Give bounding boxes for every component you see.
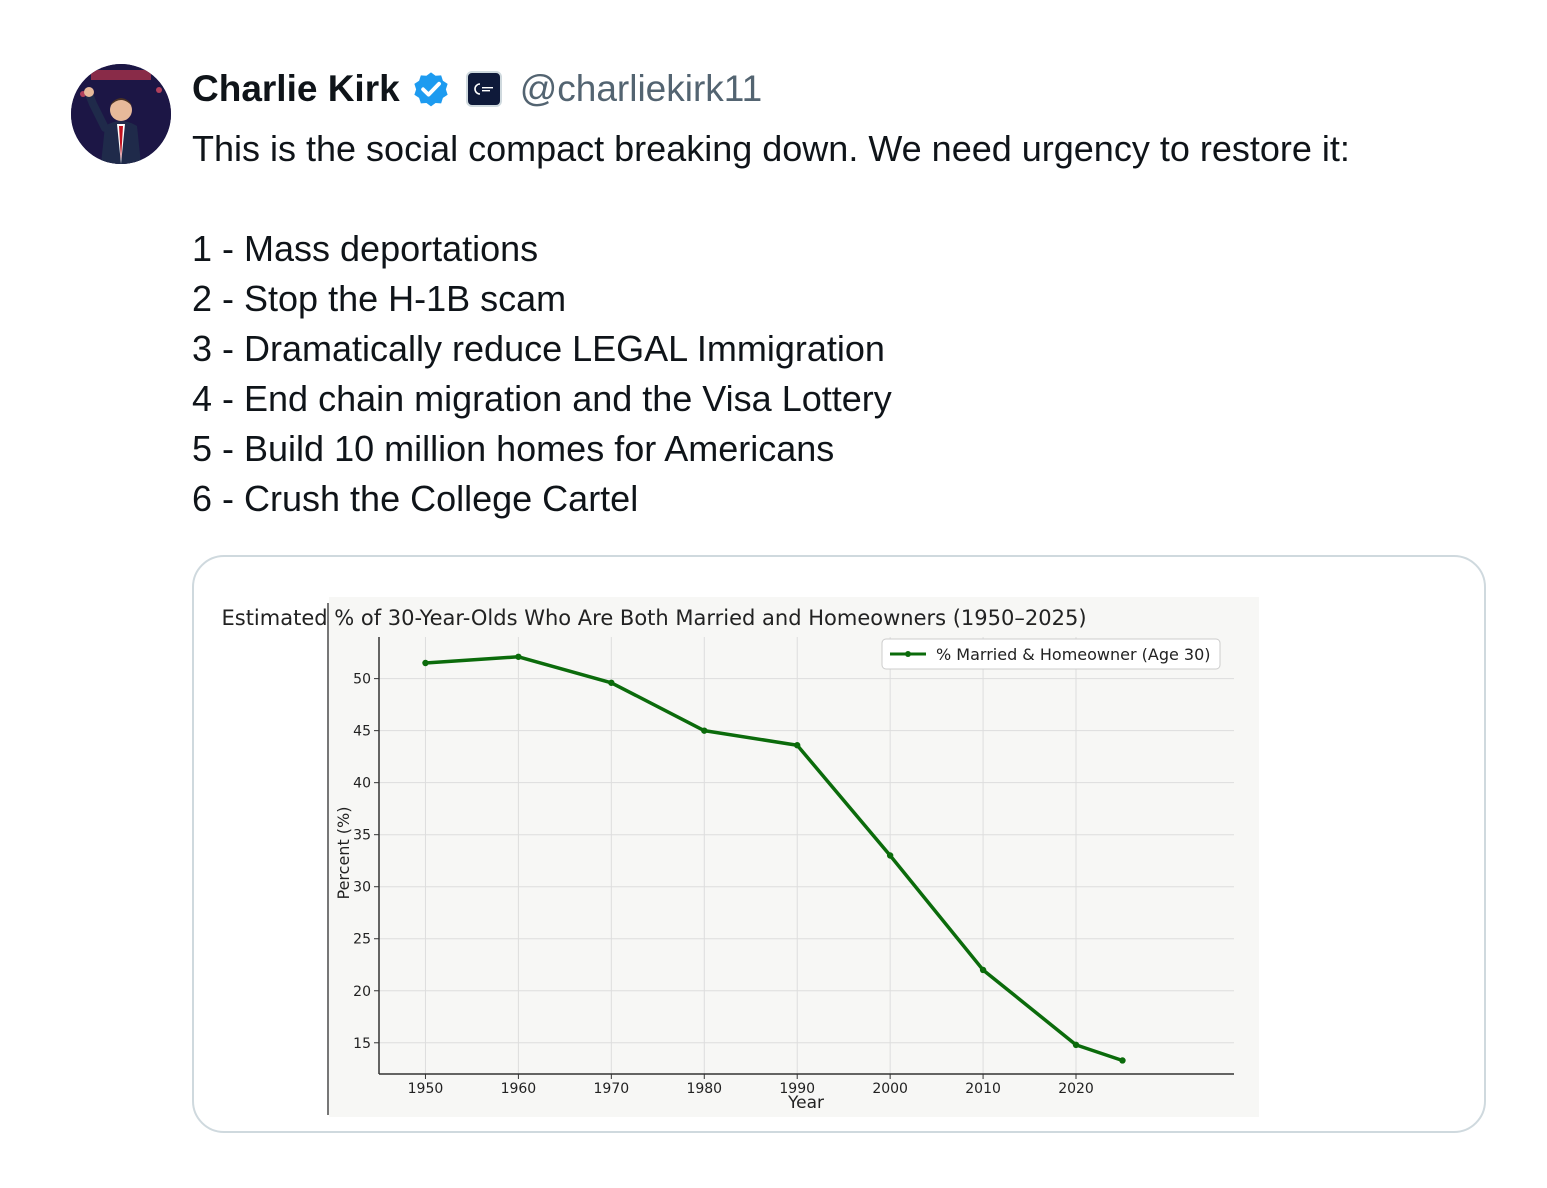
data-point [701, 727, 708, 734]
y-tick-label: 20 [353, 984, 371, 1000]
y-tick-label: 45 [353, 724, 371, 740]
tweet-point: 5 - Build 10 million homes for Americans [192, 428, 835, 469]
legend-label: % Married & Homeowner (Age 30) [936, 645, 1211, 664]
data-point [515, 653, 522, 660]
y-tick-label: 35 [353, 828, 371, 844]
y-tick-label: 30 [353, 880, 371, 896]
x-tick-label: 1950 [408, 1081, 444, 1097]
tweet-intro: This is the social compact breaking down… [192, 128, 1350, 169]
author-name[interactable]: Charlie Kirk [192, 68, 400, 109]
data-point [979, 966, 987, 974]
x-tick-label: 1990 [779, 1081, 815, 1097]
tweet-point: 4 - End chain migration and the Visa Lot… [192, 378, 892, 419]
data-point [794, 742, 801, 749]
tweet-point: 2 - Stop the H-1B scam [192, 278, 567, 319]
x-tick-label: 2020 [1058, 1081, 1094, 1097]
data-point [886, 852, 894, 859]
media-card[interactable]: 1950 1960 1970 1980 1990 2000 2010 2020 15 20 25 30… [192, 555, 1486, 1133]
author-handle[interactable]: @charliekirk11 [519, 68, 763, 109]
avatar-photo [71, 64, 171, 164]
legend-marker [905, 651, 911, 657]
tweet-point: 3 - Dramatically reduce LEGAL Immigratio… [192, 328, 885, 369]
tweet-header: Charlie Kirk @charliekirk11 [192, 66, 762, 112]
y-tick-label: 40 [353, 776, 371, 792]
chart-legend: % Married & Homeowner (Age 30) [881, 638, 1221, 670]
verified-badge-icon[interactable] [410, 68, 452, 110]
line-chart: 1950 1960 1970 1980 1990 2000 2010 2020 15 20 25 30… [221, 597, 1259, 1117]
tweet-point: 6 - Crush the College Cartel [192, 478, 639, 519]
tweet-point: 1 - Mass deportations [192, 228, 539, 269]
affiliation-badge-icon[interactable] [465, 71, 502, 107]
y-tick-label: 50 [353, 672, 371, 688]
y-tick-label: 25 [353, 932, 371, 948]
author-avatar[interactable] [71, 64, 171, 164]
chart-image-bg [329, 597, 1259, 1117]
data-point [1072, 1041, 1080, 1049]
tweet-text: This is the social compact breaking down… [192, 124, 1492, 524]
x-tick-label: 2000 [872, 1081, 908, 1097]
legend-box [881, 638, 1221, 670]
x-tick-label: 1970 [594, 1081, 630, 1097]
data-point [1119, 1057, 1126, 1064]
x-tick-label: 1980 [686, 1081, 722, 1097]
data-point [422, 659, 429, 667]
x-tick-label: 2010 [965, 1081, 1001, 1097]
y-tick-label: 15 [353, 1036, 371, 1052]
chart-x-axis-label: Year [787, 1093, 824, 1113]
chart-title: Estimated % of 30-Year-Olds Who Are Both… [221, 606, 1086, 630]
x-tick-label: 1960 [501, 1081, 537, 1097]
affiliation-logo-icon [473, 83, 493, 95]
data-point [608, 679, 615, 686]
chart-y-axis-label: Percent (%) [334, 807, 353, 900]
